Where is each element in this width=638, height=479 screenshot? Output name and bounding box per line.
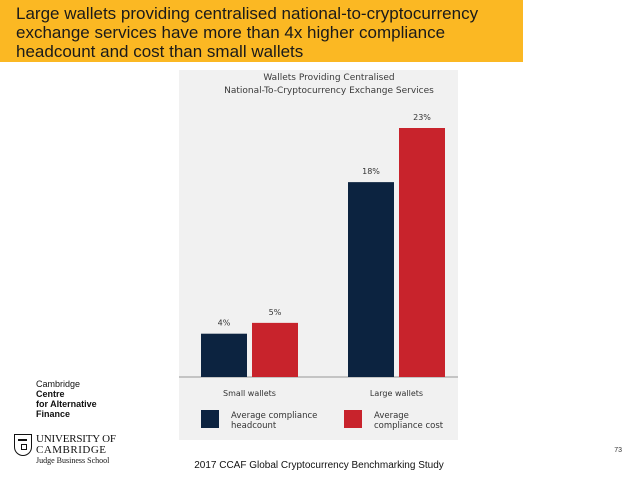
bar-small-wallets-series-1 [201, 333, 247, 377]
legend-label: Average [374, 411, 409, 421]
headline-text: Large wallets providing centralised nati… [16, 4, 479, 61]
headline-banner: Large wallets providing centralised nati… [0, 0, 523, 62]
data-label: 23% [413, 113, 431, 122]
data-label: 4% [218, 319, 231, 328]
chart-panel: Wallets Providing Centralised National-T… [179, 70, 458, 440]
chart-title-line-2: National-To-Cryptocurrency Exchange Serv… [224, 86, 434, 96]
bar-chart: Wallets Providing Centralised National-T… [179, 73, 458, 431]
bar-large-wallets-series-2 [399, 128, 445, 377]
cambridge-logo-line-2: CAMBRIDGE [36, 444, 107, 456]
cambridge-logo: UNIVERSITY OF CAMBRIDGE Judge Business S… [14, 432, 124, 468]
ccaf-logo: Cambridge Centre for Alternative Finance [36, 379, 116, 419]
legend-swatch-series-1 [201, 410, 219, 428]
data-label: 18% [362, 167, 380, 176]
cambridge-logo-line-1: UNIVERSITY OF [36, 433, 116, 445]
bar-large-wallets-series-1 [348, 182, 394, 377]
footer-text: 2017 CCAF Global Cryptocurrency Benchmar… [194, 460, 444, 471]
x-tick-label: Small wallets [223, 389, 276, 398]
bar-small-wallets-series-2 [252, 322, 298, 377]
x-tick-label: Large wallets [370, 389, 423, 398]
legend-label: headcount [231, 421, 277, 431]
ccaf-logo-line-3: for Alternative [36, 399, 97, 409]
chart-title-line-1: Wallets Providing Centralised [263, 73, 394, 83]
bars-group: 4% 5% Small wallets 18% 23% Large wallets [201, 113, 445, 398]
legend-label: Average compliance [231, 411, 317, 421]
legend-label: compliance cost [374, 421, 444, 431]
page-number: 73 [614, 447, 622, 454]
data-label: 5% [269, 308, 282, 317]
crest-icon [14, 434, 32, 456]
ccaf-logo-line-4: Finance [36, 409, 71, 419]
ccaf-logo-line-1: Cambridge [36, 379, 81, 389]
cambridge-logo-line-3: Judge Business School [36, 456, 110, 465]
ccaf-logo-line-2: Centre [36, 389, 65, 399]
legend-swatch-series-2 [344, 410, 362, 428]
